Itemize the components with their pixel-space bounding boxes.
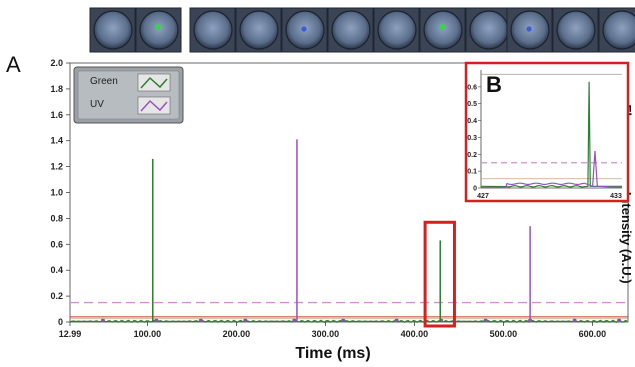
- main-y-tick-label: 2.0: [50, 58, 63, 68]
- inset-thresholds: [481, 73, 622, 180]
- main-thresholds: [70, 301, 628, 320]
- x-axis-title: Time (ms): [295, 345, 370, 362]
- uv-fluorescent-spot: [301, 26, 307, 32]
- main-baseline: [69, 318, 628, 324]
- legend-swatch-green-line: [140, 76, 168, 89]
- legend-item-uv: UV: [90, 96, 171, 115]
- inset-x-ticks: 427 433: [477, 193, 622, 200]
- legend-item-green: Green: [90, 73, 171, 92]
- inset-y-tick-label: 0.2: [467, 152, 477, 159]
- baseline-marker: [572, 318, 577, 323]
- main-x-tick-label: 12.99: [59, 329, 82, 339]
- inset-x-tick-label: 433: [610, 193, 622, 200]
- uv-fluorescent-spot: [526, 26, 532, 32]
- legend-label-green: Green: [90, 76, 118, 87]
- inset-y-tick-label: 0.6: [467, 84, 477, 91]
- main-y-ticks: 0 0.2 0.4 0.6 0.8 1.0 1.2 1.4 1.6 1.8 2.0: [50, 58, 70, 327]
- main-y-tick-label: 0.6: [50, 239, 63, 249]
- baseline-marker: [394, 318, 399, 323]
- main-y-tick-label: 1.8: [50, 84, 63, 94]
- main-y-tick-label: 0.8: [50, 213, 63, 223]
- inset-x-tick-label: 427: [477, 193, 489, 200]
- baseline-marker: [292, 318, 297, 323]
- main-x-tick-label: 600.00: [579, 329, 607, 339]
- main-chart: 0 0.2 0.4 0.6 0.8 1.0 1.2 1.4 1.6 1.8 2.0 12.99 100…: [50, 58, 629, 339]
- droplet-empty: [377, 10, 417, 50]
- legend-label-uv: UV: [90, 99, 104, 110]
- droplet-empty: [556, 10, 596, 50]
- inset-traces: [480, 81, 623, 189]
- main-x-tick-label: 100.00: [134, 329, 162, 339]
- inset-chart-b: B 0 0.1 0.2 0.3 0.4 0.5 0.6 427 433: [464, 61, 630, 203]
- baseline-marker: [154, 318, 159, 323]
- panel-b-label: B: [486, 72, 502, 97]
- droplet-empty: [331, 10, 371, 50]
- green-fluorescent-spot: [439, 24, 445, 30]
- inset-y-tick-label: 0.1: [467, 169, 477, 176]
- main-y-tick-label: 1.6: [50, 110, 63, 120]
- inset-border: [464, 61, 630, 203]
- main-y-tick-label: 0.2: [50, 291, 63, 301]
- highlight-region-box: [423, 220, 456, 328]
- baseline-marker: [198, 318, 203, 323]
- main-x-ticks: 12.99 100.00 200.00 300.00 400.00 500.00 600.0…: [59, 322, 606, 339]
- droplet-green: [423, 10, 463, 50]
- inset-trace-uv: [481, 150, 623, 189]
- inset-y-ticks: 0 0.1 0.2 0.3 0.4 0.5 0.6: [467, 84, 481, 193]
- main-x-tick-label: 200.00: [223, 329, 251, 339]
- droplet-green: [139, 10, 179, 50]
- main-y-tick-label: 1.4: [50, 136, 63, 146]
- inset-y-tick-label: 0.3: [467, 135, 477, 142]
- main-y-tick-label: 0.4: [50, 265, 63, 275]
- droplet-empty: [602, 10, 635, 50]
- main-x-tick-label: 500.00: [490, 329, 518, 339]
- inset-trace-green: [480, 81, 622, 188]
- inset-y-tick-label: 0.5: [467, 101, 477, 108]
- baseline-marker: [243, 318, 248, 323]
- main-peaks: [152, 139, 531, 322]
- baseline-marker: [100, 318, 105, 323]
- baseline-marker: [617, 318, 622, 323]
- panel-a-label: A: [6, 52, 21, 77]
- main-y-tick-label: 1.2: [50, 162, 63, 172]
- main-y-tick-label: 1.0: [50, 188, 63, 198]
- droplet-empty: [93, 10, 133, 50]
- green-fluorescent-spot: [155, 24, 161, 30]
- inset-y-tick-label: 0.4: [467, 118, 477, 125]
- main-x-tick-label: 300.00: [312, 329, 340, 339]
- legend-swatch-uv-line: [140, 99, 168, 112]
- baseline-marker: [341, 318, 346, 323]
- droplet-empty: [193, 10, 233, 50]
- droplet-empty: [239, 10, 279, 50]
- baseline-marker: [483, 318, 488, 323]
- main-y-tick-label: 0: [58, 317, 63, 327]
- inset-y-tick-label: 0: [473, 186, 477, 193]
- droplet-empty: [469, 10, 509, 50]
- main-x-tick-label: 400.00: [401, 329, 429, 339]
- legend: Green UV: [73, 66, 184, 124]
- droplet-image-strip: [89, 7, 635, 53]
- green-baseline-trace: [69, 319, 628, 324]
